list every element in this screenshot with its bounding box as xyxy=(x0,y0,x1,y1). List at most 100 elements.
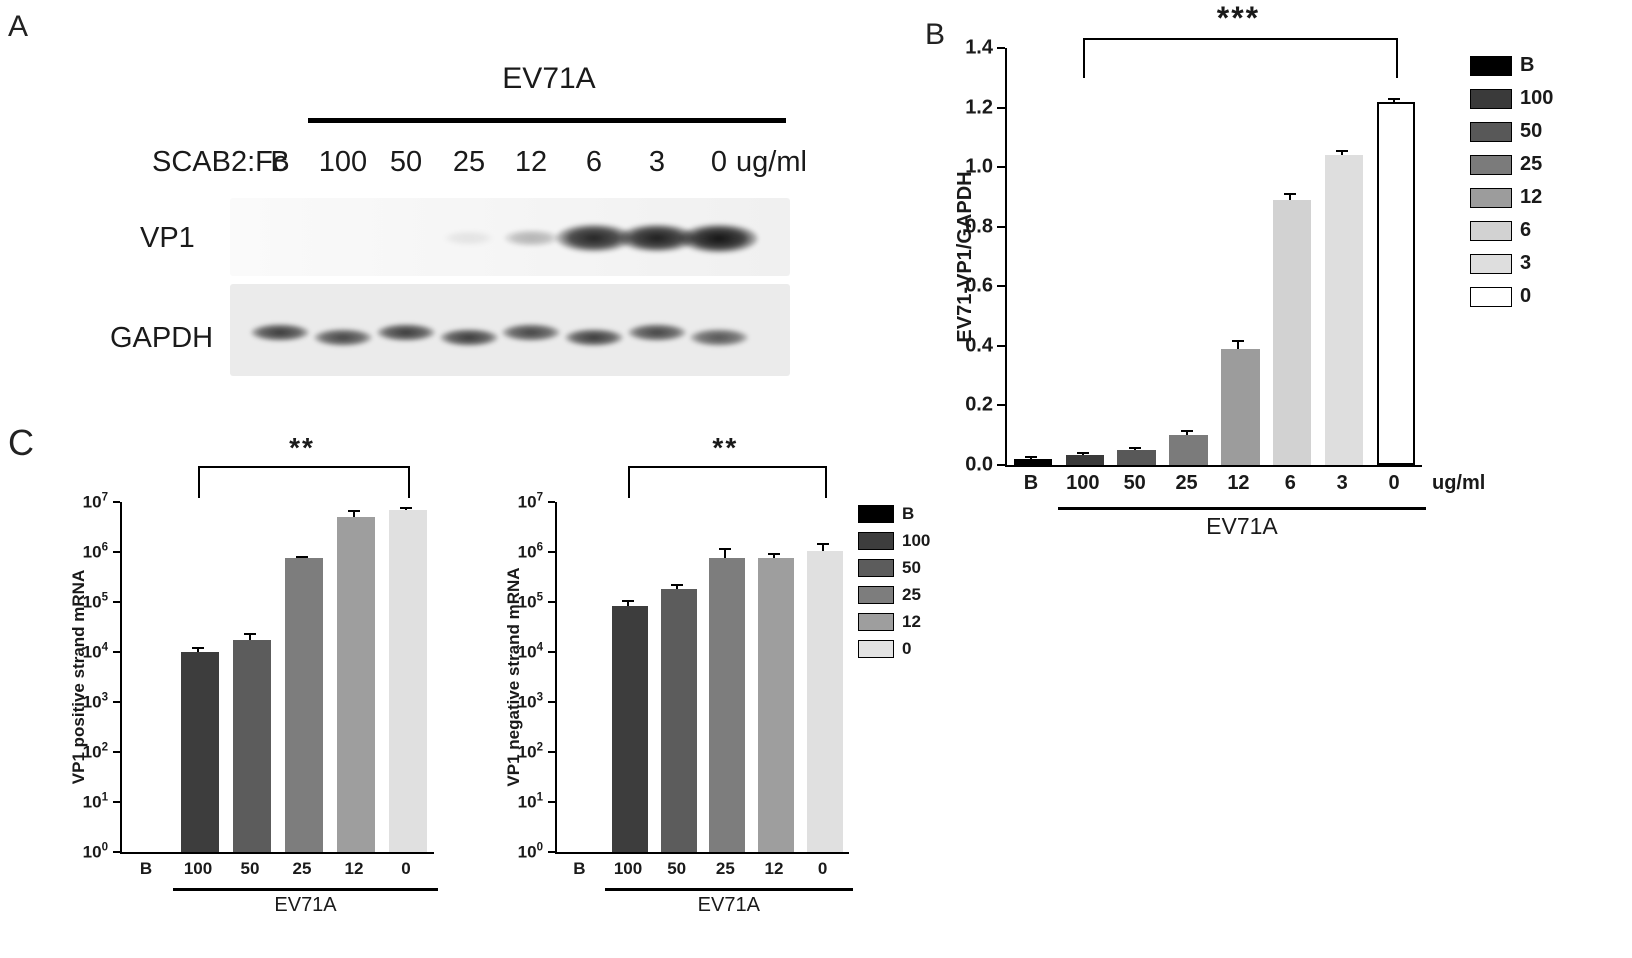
group-label: EV71A xyxy=(274,894,337,916)
legend-swatch xyxy=(1470,253,1512,274)
error-bar-cap xyxy=(1336,149,1349,152)
y-tick xyxy=(997,285,1005,288)
y-tick-label: 104 xyxy=(517,641,543,662)
legend-item: 0 xyxy=(858,639,930,659)
gapdh-band xyxy=(376,323,435,341)
plot-area xyxy=(120,502,434,854)
y-tick-label: 105 xyxy=(517,591,543,612)
group-label: EV71A xyxy=(697,894,760,916)
y-tick xyxy=(113,501,120,503)
y-tick-label: 106 xyxy=(517,541,543,562)
lane-label: 25 xyxy=(452,146,486,178)
y-tick-label: 0.0 xyxy=(965,453,993,476)
y-tick-label: 1.0 xyxy=(965,155,993,178)
y-tick-label: 1.2 xyxy=(965,96,993,119)
y-tick-label: 106 xyxy=(82,541,108,562)
error-bar-cap xyxy=(400,506,412,509)
y-tick-label: 0.4 xyxy=(965,334,993,357)
legend-item-label: 12 xyxy=(1520,186,1543,208)
panel-a-label: A xyxy=(8,10,29,43)
legend-item-label: 25 xyxy=(902,585,921,604)
x-category-label: 50 xyxy=(240,859,260,878)
legend-item: B xyxy=(858,504,930,524)
gapdh-band xyxy=(690,328,749,346)
legend-item: 3 xyxy=(1470,252,1553,275)
error-bar-cap xyxy=(816,542,829,545)
y-tick-label: 101 xyxy=(82,791,108,812)
gapdh-band xyxy=(565,328,623,346)
legend-swatch xyxy=(1470,220,1512,241)
error-bar-cap xyxy=(670,583,683,586)
y-tick xyxy=(997,225,1005,228)
x-category-label: 0 xyxy=(401,859,411,878)
y-tick xyxy=(113,851,120,853)
bar-0 xyxy=(806,550,843,852)
gapdh-band xyxy=(627,323,686,341)
vp1-blot-image xyxy=(230,198,790,276)
legend-item: 25 xyxy=(858,585,930,605)
y-tick-label: 103 xyxy=(517,691,543,712)
bar-25 xyxy=(1169,435,1208,465)
error-bar-cap xyxy=(244,632,256,635)
error-bar-stem xyxy=(249,633,251,641)
error-bar-cap xyxy=(1076,451,1089,454)
bar-50 xyxy=(1117,450,1156,465)
x-category-label: 25 xyxy=(292,859,312,878)
x-category-label: 6 xyxy=(1284,472,1296,494)
y-tick xyxy=(997,106,1005,109)
legend-swatch xyxy=(858,505,894,523)
x-category-label: 50 xyxy=(1123,472,1146,494)
legend-swatch xyxy=(1470,286,1512,307)
gapdh-band xyxy=(314,328,373,346)
legend-item-label: 6 xyxy=(1520,219,1532,241)
y-tick-label: 101 xyxy=(517,791,543,812)
x-category-label: 12 xyxy=(764,859,784,878)
significance-bracket xyxy=(198,466,410,498)
panel-b-chart: EV71-VP1/GAPDH 0.0 0.2 0.4 0.6 0.8 1.0 1.2 1.4 B 1… xyxy=(930,0,1630,570)
x-category-label: B xyxy=(573,859,586,878)
y-tick xyxy=(548,551,555,553)
error-bar-cap xyxy=(1284,192,1297,195)
gapdh-blot-image xyxy=(230,284,790,376)
x-unit-label: ug/ml xyxy=(1432,472,1486,494)
blot-unit-label: ug/ml xyxy=(736,146,807,178)
vp1-band xyxy=(444,231,493,245)
error-bar-stem xyxy=(197,648,199,652)
legend-swatch xyxy=(858,640,894,658)
plot-area xyxy=(1005,48,1422,467)
legend-item-label: B xyxy=(902,504,915,523)
y-tick-label: 105 xyxy=(82,591,108,612)
lane-label: 6 xyxy=(585,146,603,178)
panel-c-positive-strand-chart: VP1 positive strand mRNA 100 101 102 103 104 1… xyxy=(25,430,465,955)
lane-label: 100 xyxy=(318,146,368,178)
y-tick-label: 1.4 xyxy=(965,36,993,59)
bar-3 xyxy=(1324,155,1364,465)
y-tick xyxy=(113,551,120,553)
significance-bracket xyxy=(628,466,827,498)
legend: B 100 50 25 12 6 3 0 xyxy=(1470,54,1553,318)
y-tick-label: 107 xyxy=(82,491,108,512)
error-bar-cap xyxy=(1128,447,1141,450)
bar-100 xyxy=(1065,454,1104,465)
legend-item-label: 0 xyxy=(1520,285,1532,307)
lane-label: 50 xyxy=(389,146,423,178)
legend-item-label: 25 xyxy=(1520,153,1543,175)
bar-50 xyxy=(660,589,697,852)
y-tick-label: 100 xyxy=(517,841,543,862)
legend-item-label: 12 xyxy=(902,612,921,631)
y-tick-label: 0.2 xyxy=(965,393,993,416)
y-tick-label: 107 xyxy=(517,491,543,512)
lane-label: 12 xyxy=(514,146,548,178)
error-bar-cap xyxy=(192,647,204,650)
legend-swatch xyxy=(1470,121,1512,142)
bar-12 xyxy=(1221,348,1260,465)
bar-6 xyxy=(1273,199,1312,465)
x-category-label: 12 xyxy=(1227,472,1250,494)
y-tick-label: 0.8 xyxy=(965,215,993,238)
bar-B xyxy=(1013,459,1053,465)
y-axis-label: EV71-VP1/GAPDH xyxy=(954,170,976,343)
legend-swatch xyxy=(1470,187,1512,208)
x-category-label: 3 xyxy=(1336,472,1348,494)
legend-item: 12 xyxy=(858,612,930,632)
panel-b-label: B xyxy=(925,18,946,51)
